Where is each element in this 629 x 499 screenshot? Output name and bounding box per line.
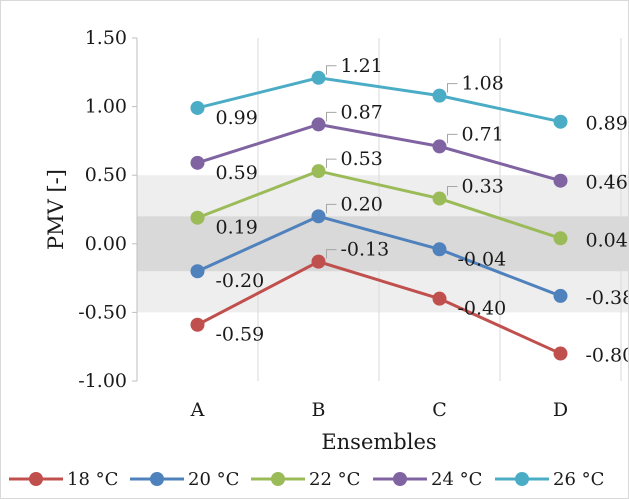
data-label: 0.53: [341, 148, 383, 170]
x-tick-label: A: [190, 399, 205, 421]
legend-entry-label: 20 °C: [188, 469, 239, 490]
data-label: 0.20: [341, 193, 383, 215]
data-label: -0.59: [216, 324, 265, 346]
data-label: -0.13: [341, 239, 390, 261]
legend-swatch-marker: [515, 472, 529, 486]
label-leader: [447, 83, 458, 93]
data-point: [553, 114, 568, 129]
data-label: -0.20: [216, 270, 265, 292]
data-point: [311, 117, 326, 132]
axes: -1.00 -0.50 0.00 0.50 1.00 1.50 A B C D: [78, 27, 568, 421]
legend-entry-label: 18 °C: [67, 469, 118, 490]
data-point: [190, 264, 205, 279]
data-point: [432, 88, 447, 103]
legend-swatch-marker: [393, 472, 407, 486]
data-point: [190, 100, 205, 115]
label-leader: [326, 158, 337, 169]
x-tick-label: C: [432, 399, 447, 421]
label-leader: [326, 111, 337, 122]
series-line-1: [196, 214, 562, 298]
data-labels-layer: -0.59 -0.13 -0.40 -0.80 -0.20 0.20 -0.04 -0.38 0…: [216, 55, 629, 367]
data-label: 0.99: [216, 107, 258, 129]
data-label: -0.40: [458, 298, 507, 320]
data-point: [553, 231, 568, 246]
legend: 18 °C 20 °C 22 °C 24 °C 26 °C: [9, 469, 604, 490]
y-tick-label: 1.50: [85, 27, 127, 49]
data-point: [432, 242, 447, 257]
series-line-3: [197, 122, 561, 183]
data-label: 0.19: [216, 217, 258, 239]
data-point: [190, 210, 205, 225]
legend-swatch-marker: [150, 472, 164, 486]
y-axis-title: PMV [-]: [44, 169, 68, 250]
legend-entry-label: 26 °C: [553, 469, 604, 490]
label-leader: [326, 203, 337, 214]
y-tick-label: -0.50: [78, 301, 127, 323]
data-label: -0.04: [458, 248, 507, 270]
data-point: [553, 346, 568, 361]
series-line-2: [196, 169, 561, 240]
series-line-0: [196, 260, 562, 355]
comfort-bands: [137, 175, 628, 313]
label-leader: [447, 133, 458, 144]
data-point: [553, 173, 568, 188]
data-point: [432, 139, 447, 154]
x-tick-label: D: [553, 399, 568, 421]
data-point: [311, 209, 326, 224]
y-tick-label: 0.50: [85, 164, 127, 186]
series-layer: [190, 70, 568, 361]
data-point: [553, 288, 568, 303]
label-leader: [447, 186, 458, 196]
y-tick-label: 1.00: [85, 96, 127, 118]
label-leader: [326, 249, 337, 259]
legend-entry-label: 24 °C: [431, 469, 482, 490]
x-tick-label: B: [312, 399, 326, 421]
data-point: [190, 317, 205, 332]
label-leader: [326, 65, 337, 75]
data-label: 0.04: [586, 229, 628, 251]
data-label: 0.59: [216, 162, 258, 184]
data-point: [190, 155, 205, 170]
x-axis-title: Ensembles: [321, 430, 436, 454]
data-label: 0.71: [462, 123, 504, 145]
data-label: 1.21: [341, 55, 383, 77]
data-label: 0.46: [586, 172, 628, 194]
data-label: 0.89: [586, 113, 628, 135]
y-tick-label: -1.00: [78, 370, 127, 392]
data-point: [311, 164, 326, 179]
data-label: -0.38: [586, 287, 629, 309]
data-point: [432, 291, 447, 306]
data-label: 1.08: [462, 73, 504, 95]
data-point: [311, 70, 326, 85]
legend-swatch-marker: [271, 472, 285, 486]
y-tick-label: 0.00: [85, 233, 127, 255]
legend-entry-label: 22 °C: [309, 469, 360, 490]
series-line-4: [197, 76, 561, 124]
data-point: [311, 254, 326, 269]
data-label: -0.80: [586, 345, 629, 367]
legend-swatch-marker: [29, 472, 43, 486]
data-label: 0.33: [462, 176, 504, 198]
data-label: 0.87: [341, 101, 383, 123]
data-point: [432, 191, 447, 206]
